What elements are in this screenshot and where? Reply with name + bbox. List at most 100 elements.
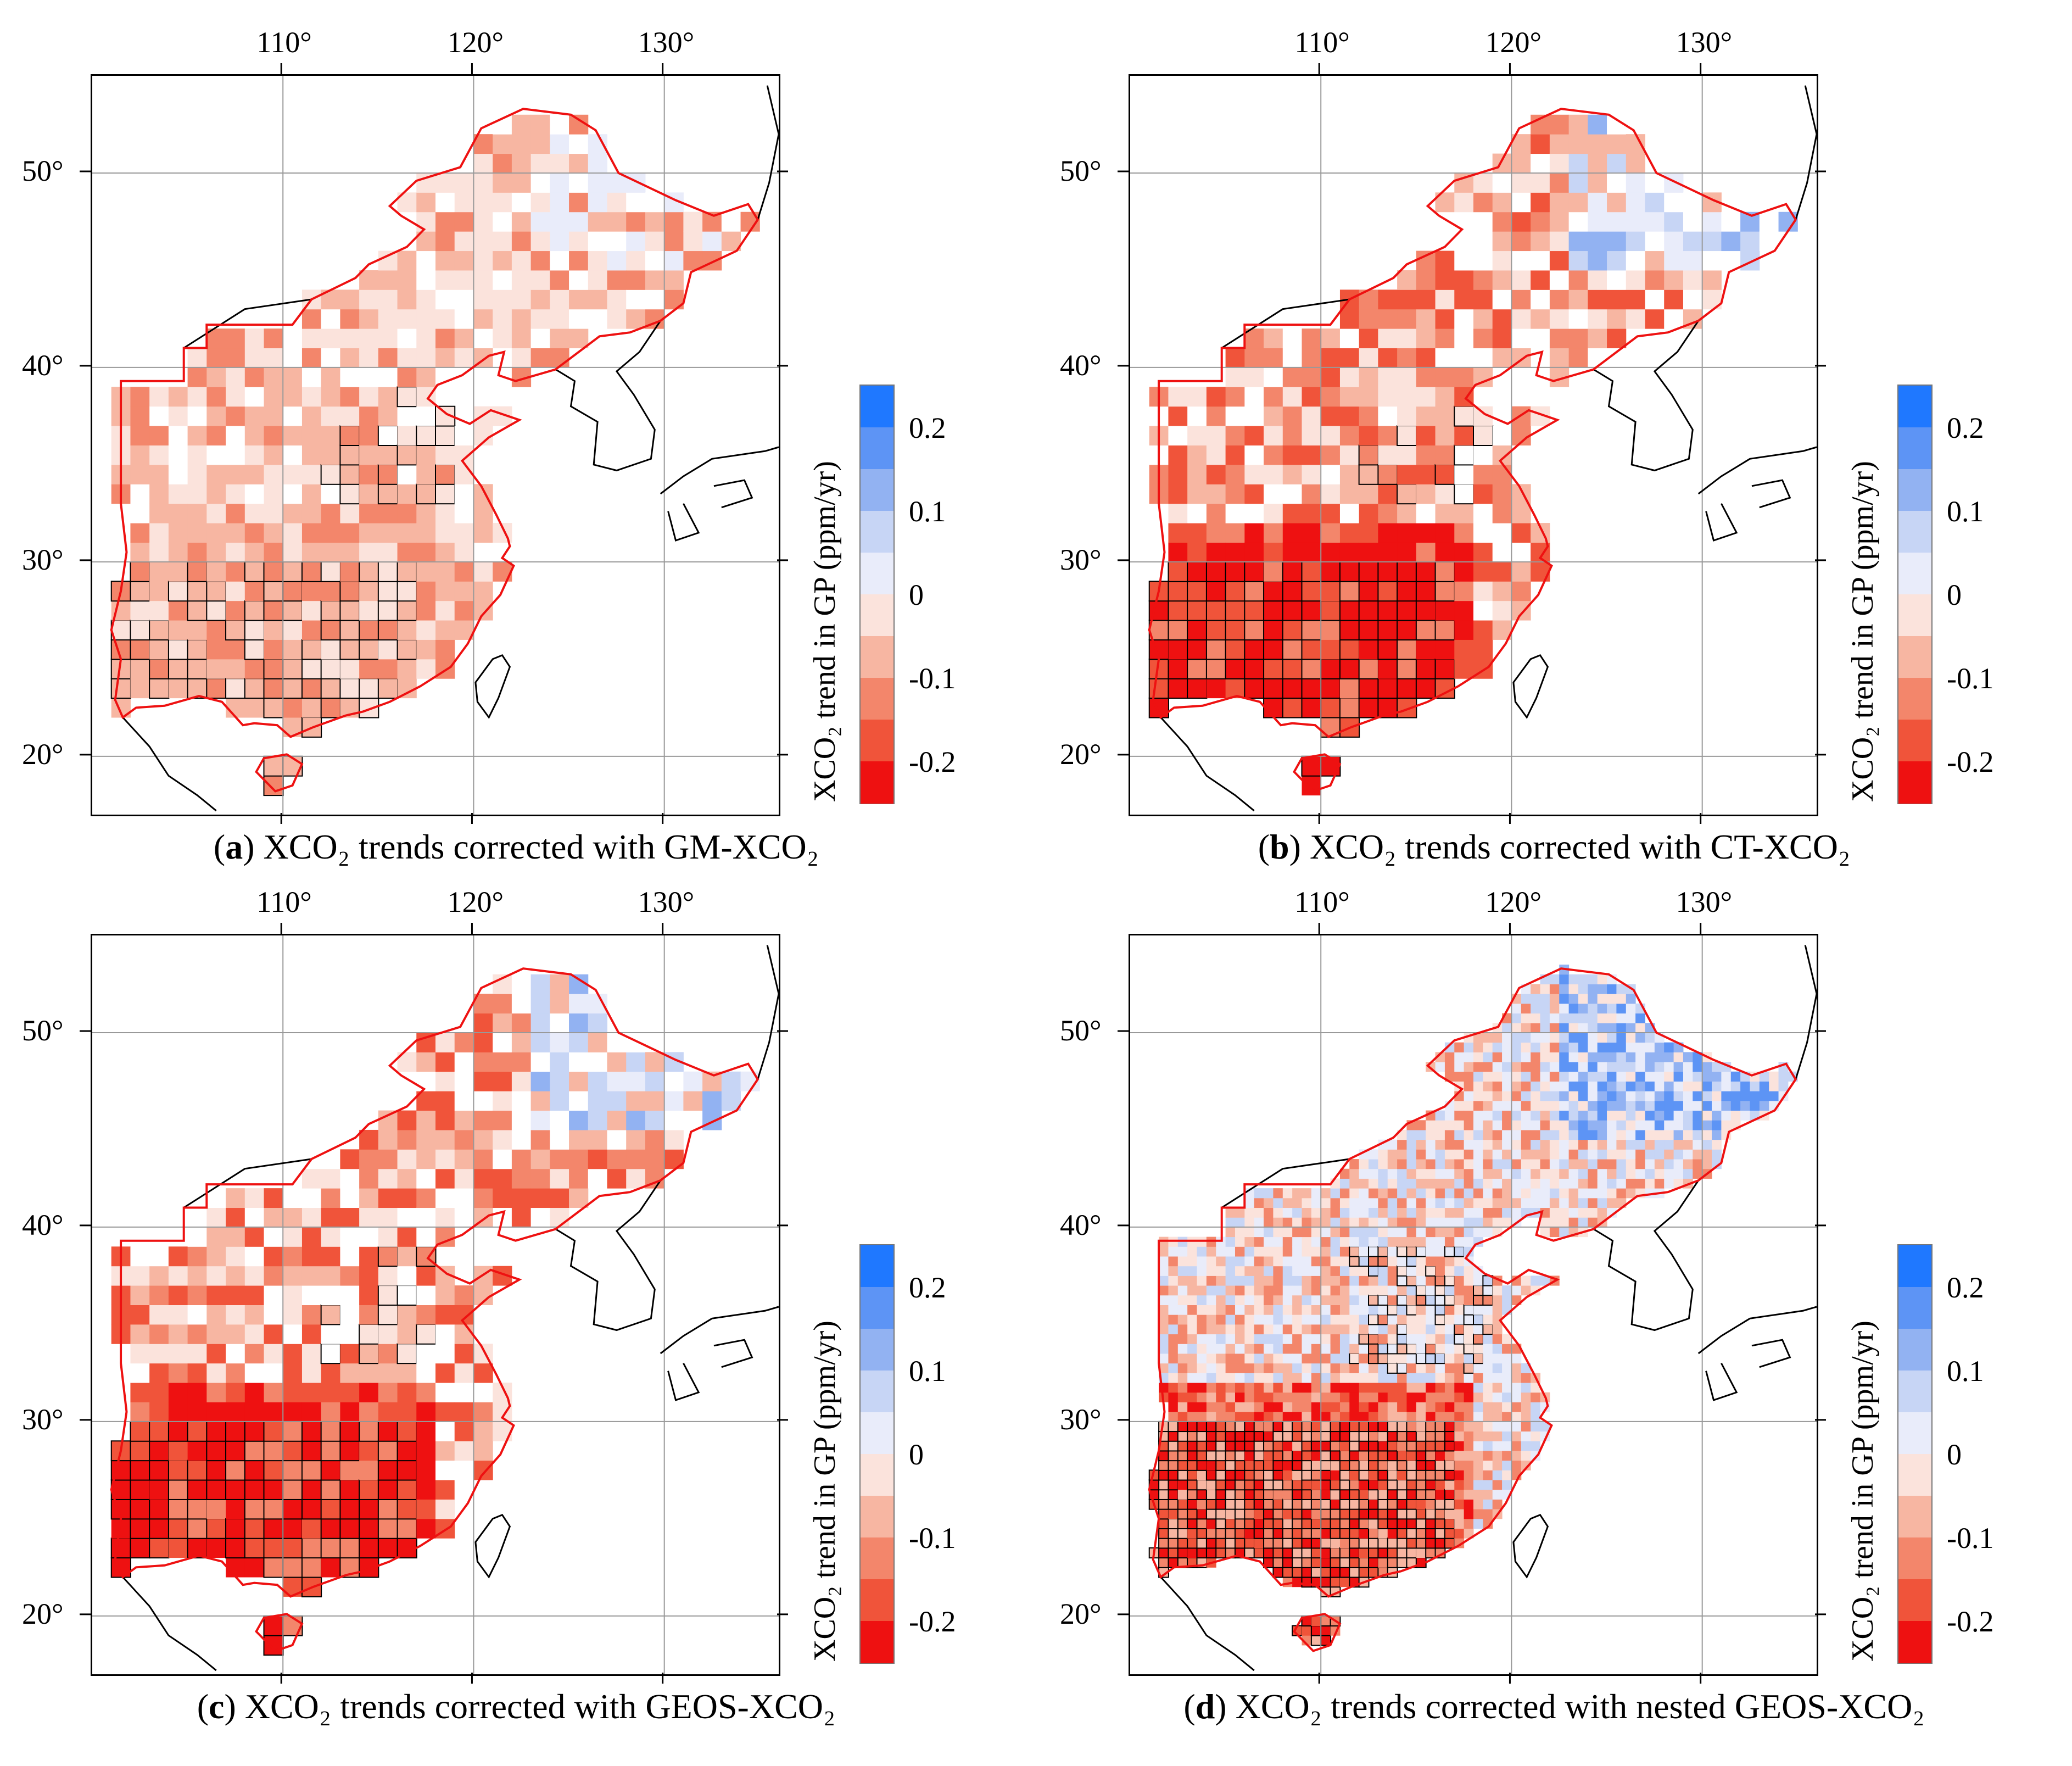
- grid-cell: [1378, 1168, 1388, 1179]
- grid-cell: [416, 406, 436, 426]
- neighbour-coastline: [1795, 945, 1817, 1080]
- grid-cell: [1473, 1110, 1483, 1121]
- grid-cell: [1664, 1110, 1674, 1121]
- grid-cell: [1254, 1538, 1264, 1548]
- colorbar-tick-label: 0.1: [1947, 1355, 1984, 1388]
- grid-cell: [1607, 1091, 1617, 1101]
- grid-cell: [1349, 1402, 1360, 1412]
- grid-cell: [588, 231, 607, 252]
- grid-cell: [1645, 211, 1665, 232]
- grid-cell: [264, 348, 283, 368]
- grid-cell: [1531, 1178, 1541, 1189]
- grid-cell: [1502, 1120, 1512, 1130]
- grid-cell: [1549, 1062, 1560, 1072]
- grid-cell: [1378, 406, 1398, 426]
- grid-cell: [1378, 1392, 1388, 1402]
- grid-cell: [1607, 1207, 1617, 1218]
- grid-cell: [1521, 1392, 1531, 1402]
- colorbar-tick-label: -0.2: [1947, 1605, 1994, 1638]
- grid-cell: [187, 1383, 207, 1402]
- grid-cell: [130, 678, 150, 699]
- grid-cell: [1282, 1392, 1293, 1402]
- grid-cell: [1435, 445, 1455, 465]
- grid-cell: [1244, 1383, 1255, 1393]
- grid-cell: [244, 367, 264, 387]
- grid-cell: [1416, 503, 1436, 523]
- grid-cell: [1626, 1178, 1636, 1189]
- grid-cell: [588, 192, 607, 213]
- grid-cell: [1416, 1421, 1426, 1432]
- grid-cell: [1721, 1100, 1732, 1111]
- grid-cell: [1549, 984, 1560, 994]
- grid-cell: [1454, 581, 1474, 601]
- grid-cell: [1597, 1168, 1607, 1179]
- grid-cell: [1454, 1052, 1465, 1062]
- grid-cell: [377, 1498, 399, 1520]
- grid-cell: [1426, 1383, 1436, 1393]
- grid-cell: [493, 1032, 512, 1052]
- grid-cell: [1387, 1159, 1398, 1169]
- grid-cell: [1359, 387, 1378, 407]
- grid-cell: [1454, 1441, 1465, 1451]
- grid-cell: [1187, 484, 1207, 504]
- grid-cell: [1693, 1149, 1703, 1160]
- grid-cell: [1740, 250, 1760, 271]
- grid-cell: [550, 309, 569, 329]
- grid-cell: [1302, 1305, 1312, 1315]
- colorbar-tick-label: 0: [909, 578, 924, 611]
- grid-cell: [130, 561, 150, 582]
- grid-cell: [1406, 1363, 1417, 1373]
- lon-tick-label: 110°: [1294, 26, 1350, 59]
- grid-cell: [1483, 1139, 1493, 1150]
- grid-cell: [702, 1110, 722, 1130]
- grid-cell: [187, 464, 207, 484]
- grid-cell: [359, 464, 379, 484]
- grid-cell: [244, 445, 264, 465]
- grid-cell: [1406, 1324, 1417, 1335]
- grid-cell: [493, 1188, 512, 1208]
- grid-cell: [1349, 1305, 1360, 1315]
- grid-cell: [1206, 1518, 1216, 1529]
- grid-cell: [1264, 1324, 1274, 1335]
- grid-cell: [1492, 523, 1512, 543]
- grid-cell: [321, 1285, 340, 1305]
- grid-cell: [283, 1207, 303, 1228]
- grid-cell: [493, 1071, 512, 1091]
- grid-cell: [1378, 503, 1398, 523]
- grid-cell: [1502, 1178, 1512, 1189]
- grid-cell: [1302, 348, 1321, 368]
- grid-cell: [416, 1052, 436, 1072]
- grid-cell: [1492, 484, 1512, 504]
- grid-cell: [1397, 1402, 1407, 1412]
- grid-cell: [378, 542, 398, 562]
- grid-cell: [1549, 250, 1570, 271]
- grid-cell: [1434, 658, 1455, 679]
- grid-cell: [1654, 1149, 1665, 1160]
- grid-cell: [1740, 1091, 1750, 1101]
- grid-cell: [1616, 1032, 1627, 1043]
- grid-cell: [1549, 1188, 1560, 1199]
- grid-cell: [1216, 1314, 1226, 1325]
- grid-cell: [1664, 1100, 1674, 1111]
- grid-cell: [1292, 1412, 1302, 1422]
- grid-cell: [187, 348, 207, 368]
- grid-cell: [1626, 1081, 1636, 1091]
- grid-cell: [1273, 1256, 1283, 1267]
- grid-cell: [1349, 1159, 1360, 1169]
- grid-cell: [1492, 542, 1512, 562]
- grid-cell: [1531, 231, 1550, 252]
- grid-cell: [1616, 1091, 1627, 1101]
- grid-cell: [1502, 1470, 1512, 1480]
- map-frame: [91, 74, 780, 816]
- grid-cell: [264, 1402, 283, 1422]
- grid-cell: [416, 309, 436, 329]
- grid-cell: [1645, 1178, 1655, 1189]
- grid-cell: [282, 600, 303, 621]
- grid-cell: [130, 503, 150, 523]
- grid-cell: [1483, 1188, 1493, 1199]
- grid-cell: [1349, 1188, 1360, 1199]
- grid-cell: [1588, 114, 1607, 135]
- grid-cell: [377, 483, 399, 505]
- grid-cell: [226, 1383, 245, 1402]
- grid-cell: [1578, 974, 1588, 984]
